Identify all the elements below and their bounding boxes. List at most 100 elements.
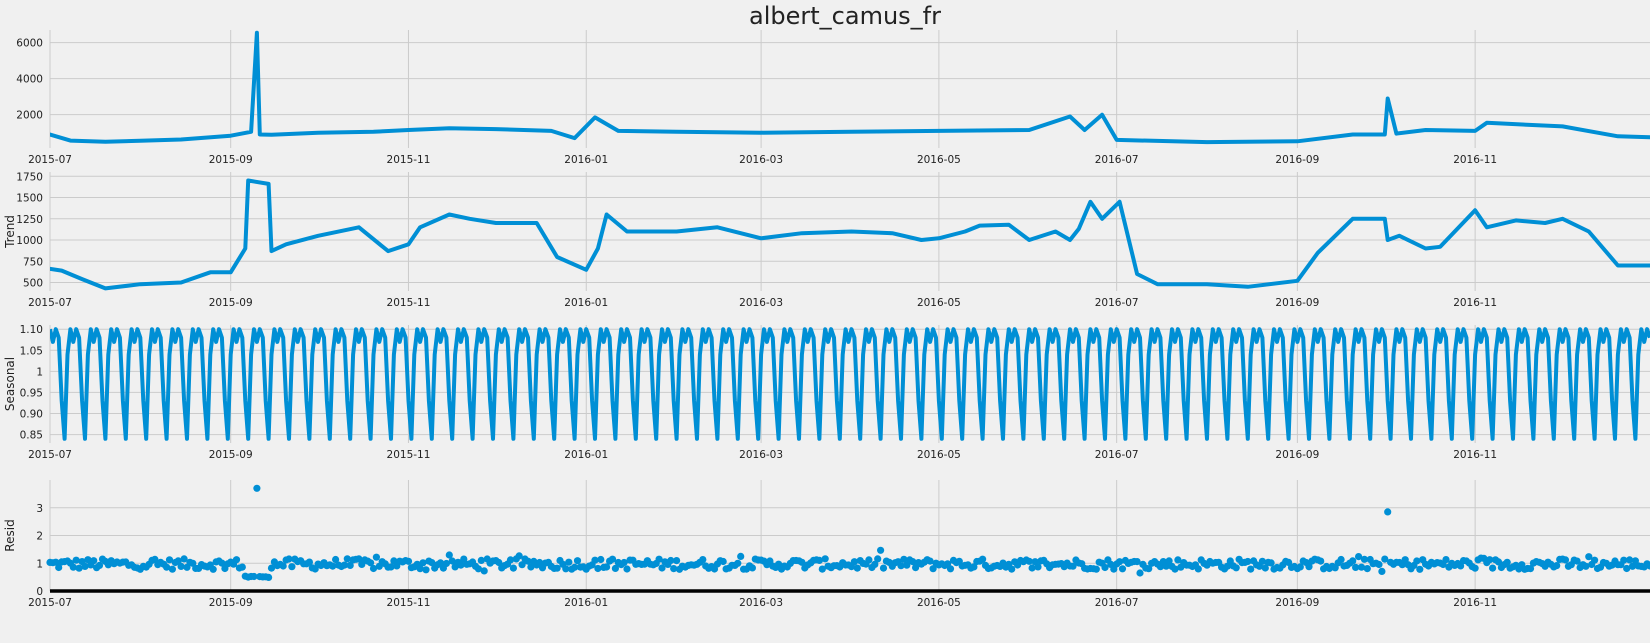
resid-point xyxy=(72,556,80,564)
observed-ytick-label: 4000 xyxy=(16,74,43,86)
resid-point xyxy=(1267,559,1275,567)
resid-xtick-label: 2016-03 xyxy=(739,597,783,609)
observed-xtick-label: 2015-07 xyxy=(28,154,72,166)
trend-xtick-label: 2016-05 xyxy=(917,297,961,309)
resid-xtick-label: 2016-07 xyxy=(1095,597,1139,609)
seasonal-ytick-label: 0.95 xyxy=(20,387,43,399)
resid-point xyxy=(267,564,276,572)
seasonal-series-line xyxy=(50,327,1650,441)
observed-xtick-label: 2016-05 xyxy=(917,154,961,166)
resid-point xyxy=(1363,565,1371,573)
trend-xtick-label: 2016-11 xyxy=(1453,297,1497,309)
seasonal-xtick-label: 2015-07 xyxy=(28,449,72,461)
resid-point xyxy=(477,556,485,565)
resid-point xyxy=(1486,556,1494,564)
seasonal-ytick-label: 0.90 xyxy=(20,409,43,421)
resid-point xyxy=(1357,563,1366,571)
resid-point xyxy=(305,558,313,566)
trend-xtick-label: 2016-03 xyxy=(739,297,783,309)
resid-point xyxy=(1553,562,1561,570)
resid-xtick-label: 2015-07 xyxy=(28,597,72,609)
resid-point xyxy=(667,556,675,565)
resid-point xyxy=(1360,555,1368,563)
resid-point xyxy=(979,555,987,563)
resid-point xyxy=(285,555,293,563)
resid-point xyxy=(1352,563,1360,572)
trend-ytick-label: 1000 xyxy=(16,235,43,247)
resid-point xyxy=(416,565,424,573)
resid-point xyxy=(177,562,185,571)
resid-point xyxy=(1526,565,1535,573)
resid-point xyxy=(670,565,678,573)
resid-point xyxy=(815,556,824,565)
resid-point xyxy=(1145,565,1153,573)
resid-point xyxy=(238,563,246,571)
resid-point xyxy=(620,558,628,567)
resid-point xyxy=(355,555,363,563)
resid-point xyxy=(75,564,83,572)
resid-point xyxy=(279,562,287,570)
resid-xtick-label: 2016-09 xyxy=(1275,597,1319,609)
resid-point xyxy=(1337,555,1345,564)
seasonal-xtick-label: 2016-11 xyxy=(1453,449,1497,461)
resid-point xyxy=(436,559,445,567)
resid-point xyxy=(719,557,727,566)
resid-point xyxy=(658,564,666,572)
resid-point xyxy=(332,555,340,564)
trend-ytick-label: 500 xyxy=(23,278,43,290)
chart-title: albert_camus_fr xyxy=(749,2,941,30)
resid-point xyxy=(1646,562,1650,570)
resid-point xyxy=(865,556,873,564)
observed-ytick-label: 6000 xyxy=(16,38,43,50)
resid-point xyxy=(1305,563,1313,571)
resid-xtick-label: 2016-05 xyxy=(917,597,961,609)
resid-point xyxy=(445,551,453,559)
seasonal-ytick-label: 1.10 xyxy=(20,324,43,336)
observed-xtick-label: 2016-09 xyxy=(1275,154,1319,166)
seasonal-xtick-label: 2015-09 xyxy=(209,449,253,461)
resid-point xyxy=(565,558,573,566)
resid-point xyxy=(442,559,450,568)
resid-point xyxy=(1092,565,1100,573)
resid-point xyxy=(209,565,217,573)
resid-point xyxy=(1489,564,1497,572)
resid-point xyxy=(673,557,681,565)
resid-xtick-label: 2016-01 xyxy=(564,597,608,609)
resid-point xyxy=(506,556,515,564)
resid-point xyxy=(699,556,707,564)
resid-point xyxy=(1561,556,1570,564)
observed-xtick-label: 2016-01 xyxy=(564,154,608,166)
resid-point xyxy=(1384,508,1392,516)
observed-xtick-label: 2015-11 xyxy=(387,154,431,166)
resid-point xyxy=(1174,556,1182,564)
resid-point xyxy=(877,546,885,554)
resid-ylabel: Resid xyxy=(3,519,17,551)
resid-point xyxy=(1355,553,1363,561)
resid-point xyxy=(879,564,888,572)
resid-point xyxy=(871,560,879,569)
resid-point xyxy=(850,558,859,566)
observed-xtick-label: 2016-07 xyxy=(1095,154,1139,166)
seasonal-xtick-label: 2016-09 xyxy=(1275,449,1319,461)
resid-point xyxy=(562,565,570,573)
resid-point xyxy=(95,561,104,570)
resid-point xyxy=(232,556,241,564)
trend-ytick-label: 1250 xyxy=(16,214,43,226)
resid-point xyxy=(52,558,60,566)
chart-panels: 2000 4000 6000 2015-07 2015-09 2015-11 2016-01… xyxy=(3,30,1650,609)
seasonal-xtick-label: 2016-07 xyxy=(1095,449,1139,461)
resid-point xyxy=(163,563,171,571)
resid-point xyxy=(897,562,905,570)
resid-point xyxy=(798,558,806,566)
resid-point xyxy=(655,555,663,563)
resid-point xyxy=(480,567,488,575)
resid-point xyxy=(603,563,611,571)
resid-point xyxy=(387,563,395,571)
trend-xtick-label: 2016-09 xyxy=(1275,297,1319,309)
resid-point xyxy=(1349,557,1357,565)
resid-point xyxy=(1028,564,1036,572)
resid-point xyxy=(288,563,296,571)
resid-point xyxy=(250,572,258,581)
resid-point xyxy=(748,564,757,572)
